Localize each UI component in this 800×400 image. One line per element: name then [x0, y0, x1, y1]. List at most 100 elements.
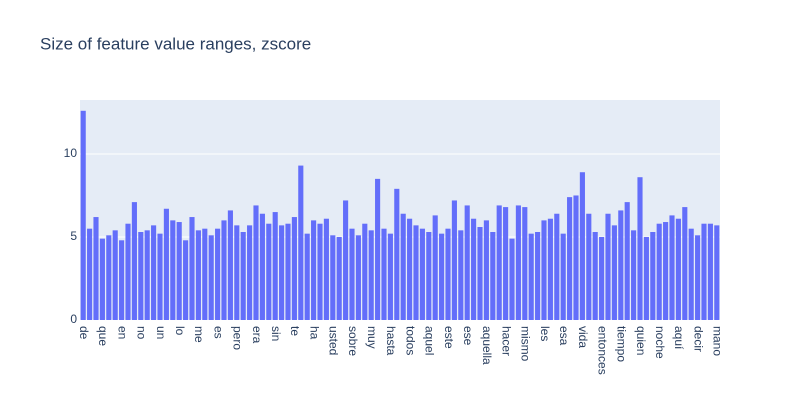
- bar: [304, 233, 310, 320]
- bar: [541, 220, 547, 320]
- bar: [451, 200, 457, 320]
- bar: [675, 218, 681, 320]
- bar: [663, 222, 669, 320]
- chart-title: Size of feature value ranges, zscore: [40, 34, 311, 53]
- bar: [618, 210, 624, 320]
- x-tick-label: noche: [653, 326, 667, 359]
- bar: [496, 205, 502, 320]
- bar: [381, 228, 387, 320]
- bar: [432, 215, 438, 320]
- x-tick-label: hasta: [384, 326, 398, 356]
- bar: [599, 236, 605, 320]
- bar: [355, 235, 361, 320]
- bar: [221, 220, 227, 320]
- bar: [387, 233, 393, 320]
- bar: [189, 217, 195, 320]
- bar: [99, 238, 105, 320]
- bar: [240, 232, 246, 320]
- bar: [266, 223, 272, 320]
- bar: [125, 223, 131, 320]
- bar: [323, 218, 329, 320]
- bar: [688, 228, 694, 320]
- x-tick-label: pero: [231, 326, 245, 350]
- x-tick-label: usted: [327, 326, 341, 355]
- y-tick-label: 0: [70, 312, 77, 326]
- bar: [650, 232, 656, 320]
- x-tick-label: ha: [307, 326, 321, 340]
- x-tick-label: ese: [461, 326, 475, 346]
- x-tick-label: entonces: [595, 326, 609, 375]
- bar: [509, 238, 515, 320]
- bar: [285, 223, 291, 320]
- bar: [311, 220, 317, 320]
- x-tick-label: esa: [557, 326, 571, 346]
- bar: [183, 240, 189, 320]
- bar: [439, 233, 445, 320]
- x-tick-label: tiempo: [615, 326, 629, 362]
- x-tick-label: en: [115, 326, 129, 339]
- bar: [394, 188, 400, 320]
- bar: [272, 212, 278, 320]
- bar: [112, 230, 118, 320]
- plot-area: [80, 100, 720, 320]
- x-tick-label: me: [192, 326, 206, 343]
- bar: [503, 207, 509, 320]
- x-tick-label: mismo: [519, 326, 533, 362]
- bar: [567, 197, 573, 320]
- x-tick-label: aquel: [423, 326, 437, 355]
- bar: [317, 223, 323, 320]
- x-tick-label: todos: [403, 326, 417, 355]
- bar: [586, 213, 592, 320]
- bar: [637, 177, 643, 320]
- bar: [413, 225, 419, 320]
- bar: [202, 228, 208, 320]
- bar: [643, 236, 649, 320]
- x-tick-label: les: [538, 326, 552, 341]
- bar: [695, 235, 701, 320]
- bar: [547, 218, 553, 320]
- bar: [528, 233, 534, 320]
- bar: [426, 232, 432, 320]
- bar: [343, 200, 349, 320]
- bar: [151, 225, 157, 320]
- bar: [195, 230, 201, 320]
- bar: [471, 218, 477, 320]
- bar: [419, 228, 425, 320]
- bar: [407, 218, 413, 320]
- x-tick-label: lo: [173, 326, 187, 336]
- x-tick-label: muy: [365, 326, 379, 349]
- bar: [227, 210, 233, 320]
- bar: [291, 217, 297, 320]
- x-tick-label: sobre: [346, 326, 360, 356]
- bar: [375, 178, 381, 320]
- bar: [522, 207, 528, 320]
- x-tick-label: que: [96, 326, 110, 346]
- bar: [554, 213, 560, 320]
- bar: [131, 202, 137, 320]
- bar: [259, 213, 265, 320]
- bar: [682, 207, 688, 320]
- bar: [93, 217, 99, 320]
- bar: [535, 232, 541, 320]
- bar: [215, 228, 221, 320]
- bar: [80, 110, 86, 320]
- x-tick-label: quien: [634, 326, 648, 355]
- x-tick-label: no: [135, 326, 149, 340]
- bar: [138, 232, 144, 320]
- bar: [701, 223, 707, 320]
- x-tick-label: sin: [269, 326, 283, 341]
- bar: [349, 228, 355, 320]
- x-tick-label: es: [211, 326, 225, 339]
- bar: [253, 205, 259, 320]
- x-tick-label: un: [154, 326, 168, 339]
- bar: [400, 213, 406, 320]
- bar: [144, 230, 150, 320]
- bar: [458, 230, 464, 320]
- bar: [368, 230, 374, 320]
- bar: [611, 225, 617, 320]
- bar: [119, 240, 125, 320]
- bar: [573, 195, 579, 320]
- bar: [176, 222, 182, 320]
- bar: [298, 165, 304, 320]
